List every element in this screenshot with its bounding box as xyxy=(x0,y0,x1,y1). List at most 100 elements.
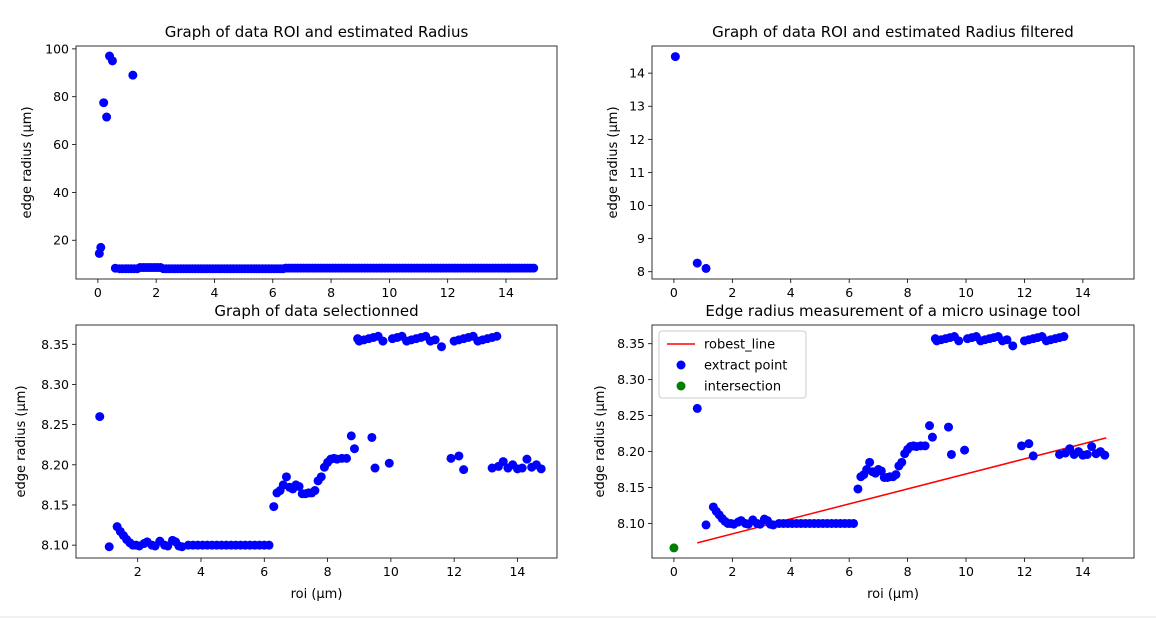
x-tick-label: 4 xyxy=(210,285,218,300)
x-tick-label: 2 xyxy=(728,285,736,300)
data-point xyxy=(701,263,711,273)
data-point xyxy=(498,457,508,467)
data-point xyxy=(281,472,291,482)
data-point xyxy=(459,465,469,475)
data-point xyxy=(1100,450,1110,460)
data-point xyxy=(1082,449,1092,459)
x-tick-label: 8 xyxy=(904,285,912,300)
x-tick-label: 14 xyxy=(498,285,514,300)
chart-title: Graph of data ROI and estimated Radius f… xyxy=(712,23,1074,41)
data-point xyxy=(944,422,954,432)
data-point xyxy=(378,336,388,346)
x-tick-label: 6 xyxy=(269,285,277,300)
x-tick-label: 10 xyxy=(958,564,974,579)
x-tick-label: 14 xyxy=(509,564,525,579)
data-point xyxy=(370,463,380,473)
legend-marker-swatch xyxy=(676,360,686,370)
x-tick-label: 6 xyxy=(260,564,268,579)
plot-area xyxy=(95,331,546,552)
data-point xyxy=(1024,439,1034,449)
y-tick-label: 8.35 xyxy=(41,337,69,352)
plot-area xyxy=(94,51,539,274)
y-axis-label: edge radius (µm) xyxy=(593,385,608,497)
x-tick-label: 0 xyxy=(94,285,102,300)
y-tick-label: 13 xyxy=(629,99,645,114)
data-point xyxy=(1017,441,1027,451)
data-point xyxy=(1008,341,1018,351)
chart-title: Edge radius measurement of a micro usina… xyxy=(705,302,1080,320)
data-point xyxy=(853,484,863,494)
plot-frame xyxy=(651,45,1135,280)
data-point xyxy=(492,331,502,341)
x-tick-label: 0 xyxy=(670,564,678,579)
plot-frame xyxy=(75,45,558,280)
chart-4: Edge radius measurement of a micro usina… xyxy=(593,302,1135,602)
y-tick-label: 8.20 xyxy=(41,457,69,472)
data-point xyxy=(342,453,352,463)
data-point xyxy=(849,518,859,528)
data-point xyxy=(128,70,138,80)
legend-entry: extract point xyxy=(704,359,787,374)
y-tick-label: 10 xyxy=(629,198,645,213)
x-tick-label: 4 xyxy=(787,564,795,579)
data-point xyxy=(96,242,106,252)
data-point xyxy=(95,412,105,422)
y-tick-label: 8.30 xyxy=(41,377,69,392)
legend-box xyxy=(658,330,807,399)
data-point xyxy=(522,454,532,464)
chart-3: Graph of data selectionned 2 4 6 8 10 12 14 8.10… xyxy=(14,302,558,602)
data-point xyxy=(1028,451,1038,461)
x-tick-label: 4 xyxy=(197,564,205,579)
x-tick-label: 0 xyxy=(670,285,678,300)
x-tick-label: 2 xyxy=(134,564,142,579)
data-point xyxy=(891,470,901,480)
data-point xyxy=(946,449,956,459)
x-tick-label: 4 xyxy=(787,285,795,300)
data-point xyxy=(349,444,359,454)
y-tick-label: 11 xyxy=(629,165,645,180)
data-point xyxy=(954,336,964,346)
data-point xyxy=(454,451,464,461)
x-tick-label: 8 xyxy=(324,564,332,579)
plot-area xyxy=(669,332,1110,553)
x-tick-label: 10 xyxy=(383,564,399,579)
data-point xyxy=(692,403,702,413)
data-point xyxy=(669,543,679,553)
data-point xyxy=(1059,332,1069,342)
data-point xyxy=(920,441,930,451)
y-tick-label: 9 xyxy=(637,231,645,246)
data-point xyxy=(897,457,907,467)
data-point xyxy=(701,520,711,530)
legend-entry: intersection xyxy=(704,380,781,395)
y-axis-label: edge radius (µm) xyxy=(606,106,621,218)
data-point xyxy=(925,421,935,431)
x-tick-label: 14 xyxy=(1075,564,1091,579)
data-point xyxy=(316,472,326,482)
data-point xyxy=(310,486,320,496)
y-tick-label: 40 xyxy=(53,185,69,200)
x-tick-label: 10 xyxy=(381,285,397,300)
legend-marker-swatch xyxy=(676,381,686,391)
y-tick-label: 14 xyxy=(629,66,645,81)
plot-frame xyxy=(651,324,1135,559)
data-point xyxy=(294,481,304,491)
data-point xyxy=(960,445,970,455)
chart-2: Graph of data ROI and estimated Radius f… xyxy=(606,23,1135,300)
series-line-robest_line xyxy=(697,437,1107,544)
y-tick-label: 20 xyxy=(53,233,69,248)
data-point xyxy=(384,458,394,468)
x-tick-label: 12 xyxy=(1017,564,1033,579)
data-point xyxy=(670,52,680,62)
chart-1: Graph of data ROI and estimated Radius 0 2… xyxy=(20,23,558,300)
x-tick-label: 12 xyxy=(440,285,456,300)
data-point xyxy=(536,464,546,474)
data-point xyxy=(264,540,274,550)
y-axis-label: edge radius (µm) xyxy=(14,385,29,497)
window-bottom-edge xyxy=(0,616,1156,618)
x-tick-label: 8 xyxy=(327,285,335,300)
y-tick-label: 8.10 xyxy=(41,538,69,553)
y-axis-label: edge radius (µm) xyxy=(20,106,35,218)
y-tick-label: 80 xyxy=(53,89,69,104)
data-point xyxy=(529,263,539,273)
